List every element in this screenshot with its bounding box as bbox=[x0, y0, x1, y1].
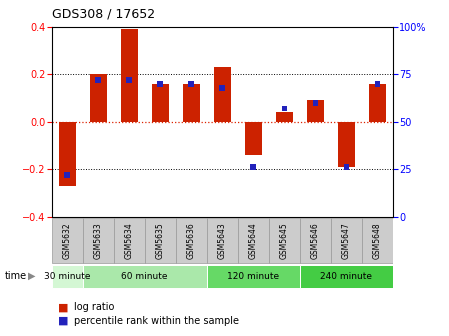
Bar bbox=[313, 100, 318, 106]
Text: time: time bbox=[4, 271, 26, 281]
Text: GSM5647: GSM5647 bbox=[342, 222, 351, 259]
Bar bbox=[183, 84, 200, 122]
FancyBboxPatch shape bbox=[331, 218, 362, 263]
Text: GDS308 / 17652: GDS308 / 17652 bbox=[52, 8, 155, 21]
FancyBboxPatch shape bbox=[145, 218, 176, 263]
Bar bbox=[64, 172, 70, 178]
FancyBboxPatch shape bbox=[176, 218, 207, 263]
Bar bbox=[338, 122, 355, 167]
Bar bbox=[374, 81, 380, 87]
Text: 60 minute: 60 minute bbox=[121, 272, 168, 281]
Text: GSM5636: GSM5636 bbox=[187, 222, 196, 259]
Bar bbox=[95, 77, 101, 83]
Bar bbox=[189, 81, 194, 87]
Text: GSM5633: GSM5633 bbox=[94, 222, 103, 259]
Bar bbox=[369, 84, 386, 122]
Text: ■: ■ bbox=[58, 302, 69, 312]
Text: GSM5643: GSM5643 bbox=[218, 222, 227, 259]
Text: 30 minute: 30 minute bbox=[44, 272, 90, 281]
Text: percentile rank within the sample: percentile rank within the sample bbox=[74, 316, 239, 326]
FancyBboxPatch shape bbox=[83, 218, 114, 263]
Bar bbox=[276, 112, 293, 122]
Bar bbox=[307, 100, 324, 122]
FancyBboxPatch shape bbox=[238, 218, 269, 263]
Bar bbox=[152, 84, 169, 122]
FancyBboxPatch shape bbox=[300, 265, 393, 288]
FancyBboxPatch shape bbox=[83, 265, 207, 288]
Text: GSM5635: GSM5635 bbox=[156, 222, 165, 259]
FancyBboxPatch shape bbox=[269, 218, 299, 263]
Bar bbox=[59, 122, 76, 186]
Bar bbox=[343, 164, 349, 170]
Bar bbox=[121, 29, 138, 122]
Bar bbox=[282, 106, 287, 112]
FancyBboxPatch shape bbox=[300, 218, 330, 263]
Bar bbox=[214, 67, 231, 122]
Text: GSM5632: GSM5632 bbox=[63, 222, 72, 259]
Text: GSM5648: GSM5648 bbox=[373, 222, 382, 259]
Text: GSM5646: GSM5646 bbox=[311, 222, 320, 259]
Text: GSM5645: GSM5645 bbox=[280, 222, 289, 259]
FancyBboxPatch shape bbox=[207, 265, 300, 288]
Text: GSM5634: GSM5634 bbox=[125, 222, 134, 259]
Text: 240 minute: 240 minute bbox=[320, 272, 372, 281]
FancyBboxPatch shape bbox=[207, 218, 238, 263]
Text: log ratio: log ratio bbox=[74, 302, 114, 312]
FancyBboxPatch shape bbox=[52, 218, 83, 263]
FancyBboxPatch shape bbox=[114, 218, 145, 263]
Text: ■: ■ bbox=[58, 316, 69, 326]
Bar bbox=[90, 74, 107, 122]
Text: ▶: ▶ bbox=[28, 271, 36, 281]
Bar bbox=[127, 77, 132, 83]
Bar bbox=[158, 81, 163, 87]
FancyBboxPatch shape bbox=[362, 218, 393, 263]
Text: GSM5644: GSM5644 bbox=[249, 222, 258, 259]
FancyBboxPatch shape bbox=[52, 265, 83, 288]
Bar bbox=[251, 164, 256, 170]
Bar bbox=[220, 85, 225, 91]
Bar bbox=[245, 122, 262, 155]
Text: 120 minute: 120 minute bbox=[227, 272, 279, 281]
